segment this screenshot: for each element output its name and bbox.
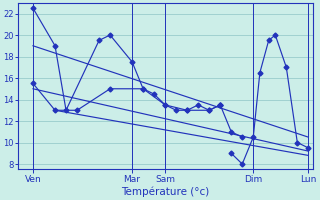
- X-axis label: Température (°c): Température (°c): [121, 187, 209, 197]
